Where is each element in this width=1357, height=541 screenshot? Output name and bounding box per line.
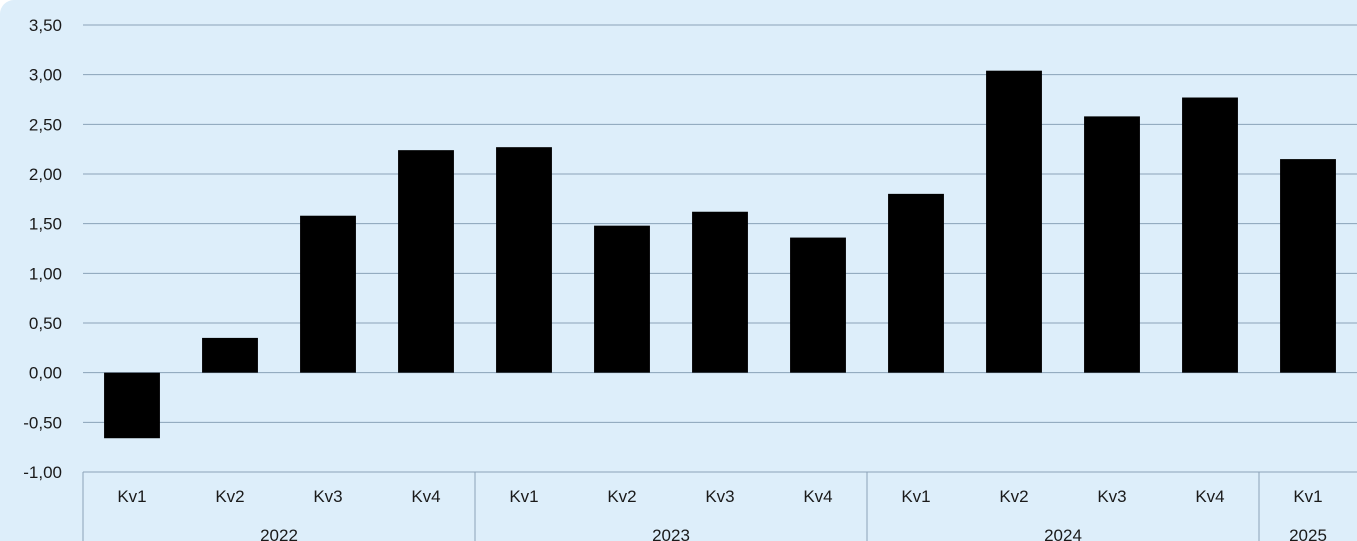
bar (986, 70, 1042, 373)
x-tick-label: Kv1 (1293, 487, 1322, 506)
bar (692, 211, 748, 373)
bar (888, 193, 944, 373)
x-axis: Kv1 Kv2 Kv3 Kv4 Kv1 Kv2 Kv3 Kv4 Kv1 Kv2 Kv3 Kv4 Kv1 2… (82, 472, 1327, 541)
y-axis-tick-labels: 3,50 3,00 2,50 2,00 1,50 1,00 0,50 0,00 -0,50 -1,… (23, 16, 62, 482)
bar (1182, 97, 1238, 373)
x-tick-label: Kv2 (999, 487, 1028, 506)
bar (104, 372, 160, 439)
y-tick-label: 0,00 (29, 364, 62, 383)
x-group-label: 2023 (652, 526, 690, 541)
y-tick-label: 2,00 (29, 165, 62, 184)
x-group-label: 2022 (260, 526, 298, 541)
x-tick-label: Kv4 (411, 487, 440, 506)
y-tick-label: -0,50 (23, 413, 62, 432)
y-tick-label: 1,00 (29, 264, 62, 283)
bar (790, 237, 846, 373)
x-tick-label: Kv1 (901, 487, 930, 506)
y-tick-label: 1,50 (29, 215, 62, 234)
bar (594, 225, 650, 373)
y-tick-label: 0,50 (29, 314, 62, 333)
bar (496, 147, 552, 373)
y-tick-label: 3,50 (29, 16, 62, 35)
x-tick-label: Kv4 (1195, 487, 1224, 506)
x-tick-label: Kv2 (607, 487, 636, 506)
x-tick-label: Kv4 (803, 487, 832, 506)
y-tick-label: 3,00 (29, 66, 62, 85)
bar (202, 337, 258, 373)
bars (104, 70, 1336, 439)
bar (1280, 159, 1336, 373)
y-tick-label: -1,00 (23, 463, 62, 482)
x-tick-label: Kv1 (509, 487, 538, 506)
bar (1084, 116, 1140, 373)
y-tick-label: 2,50 (29, 115, 62, 134)
x-tick-label: Kv3 (313, 487, 342, 506)
x-tick-label: Kv2 (215, 487, 244, 506)
x-group-label: 2025 (1289, 526, 1327, 541)
bar (398, 150, 454, 373)
x-tick-label: Kv3 (1097, 487, 1126, 506)
x-tick-label: Kv3 (705, 487, 734, 506)
bar (300, 215, 356, 373)
x-tick-label: Kv1 (117, 487, 146, 506)
x-group-label: 2024 (1044, 526, 1082, 541)
